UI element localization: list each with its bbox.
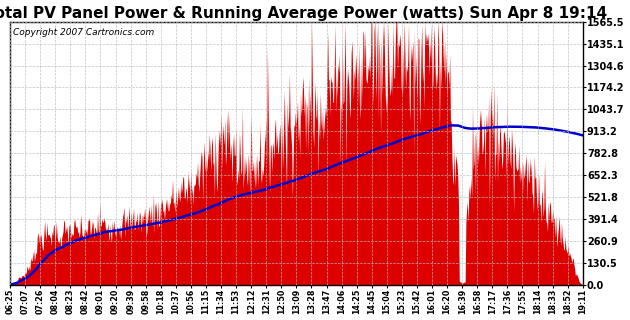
Text: Copyright 2007 Cartronics.com: Copyright 2007 Cartronics.com (13, 28, 154, 37)
Title: Total PV Panel Power & Running Average Power (watts) Sun Apr 8 19:14: Total PV Panel Power & Running Average P… (0, 5, 607, 20)
